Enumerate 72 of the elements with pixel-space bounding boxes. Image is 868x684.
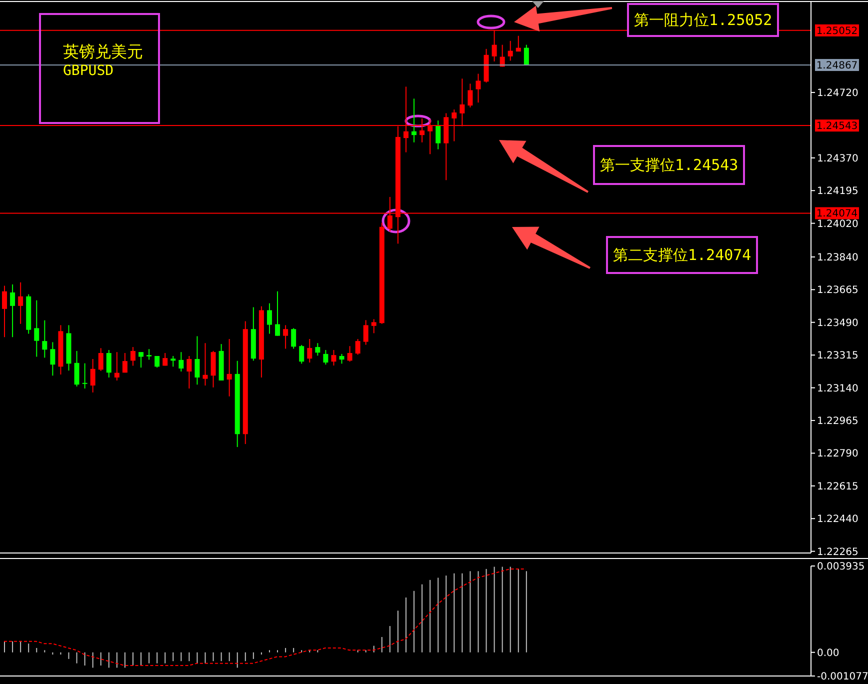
line-series bbox=[4, 568, 526, 666]
candlestick bbox=[178, 352, 184, 372]
candlestick bbox=[283, 324, 288, 350]
candlestick bbox=[355, 338, 360, 356]
ref-line-label: 1.25052 bbox=[816, 26, 858, 37]
annotation: 第一支撑位1.24543 bbox=[600, 156, 738, 174]
candlestick bbox=[339, 353, 344, 364]
candlestick bbox=[210, 350, 216, 388]
candlestick bbox=[98, 348, 104, 372]
candlestick bbox=[363, 320, 368, 346]
candlestick bbox=[524, 44, 529, 66]
candlestick bbox=[291, 328, 296, 350]
candlestick bbox=[476, 73, 481, 104]
candlestick bbox=[74, 350, 80, 387]
y-tick-label: 1.22615 bbox=[817, 481, 858, 492]
candlestick bbox=[82, 362, 88, 390]
candlestick bbox=[371, 318, 376, 334]
ref-line-label: 1.24543 bbox=[816, 121, 858, 132]
candlestick bbox=[307, 338, 312, 364]
candlestick bbox=[162, 352, 168, 366]
candlestick bbox=[106, 350, 112, 378]
candlestick bbox=[436, 120, 441, 150]
y-tick-label: 1.23140 bbox=[817, 383, 858, 394]
candlestick bbox=[299, 344, 304, 364]
candlestick bbox=[18, 282, 24, 324]
candlestick bbox=[146, 348, 152, 360]
candlestick bbox=[114, 352, 120, 381]
annotation: 第一阻力位1.25052 bbox=[634, 11, 772, 29]
candlestick bbox=[412, 98, 417, 143]
y-tick-label: 1.23490 bbox=[817, 318, 858, 329]
candlestick bbox=[468, 83, 473, 108]
candlestick bbox=[266, 302, 272, 334]
candlestick bbox=[122, 352, 128, 374]
y-tick-label: 1.24720 bbox=[817, 88, 858, 100]
candlestick bbox=[138, 352, 144, 368]
y-tick-label: 1.23840 bbox=[817, 252, 858, 264]
candlestick bbox=[170, 356, 176, 368]
y-tick-label: 1.22965 bbox=[817, 416, 858, 428]
candlestick bbox=[194, 336, 200, 386]
y-tick-label: 1.24195 bbox=[817, 186, 858, 198]
candlestick bbox=[347, 346, 352, 362]
text: GBPUSD bbox=[63, 62, 115, 80]
y-tick-label: 1.22790 bbox=[817, 448, 858, 460]
candlestick bbox=[50, 342, 56, 376]
candlestick bbox=[186, 356, 192, 390]
y-tick-label: 1.23665 bbox=[817, 285, 858, 296]
y-tick-label: 1.24370 bbox=[817, 153, 858, 164]
text: 英镑兑美元 bbox=[63, 42, 144, 62]
y-tick-label: -0.001077 bbox=[817, 672, 868, 683]
candlestick bbox=[202, 342, 208, 386]
candlestick bbox=[226, 338, 232, 397]
candlestick bbox=[34, 300, 40, 358]
ref-line-label: 1.24867 bbox=[816, 60, 858, 72]
y-tick-label: 1.24020 bbox=[817, 218, 858, 230]
candlestick bbox=[2, 285, 7, 338]
annotation: 第二支撑位1.24074 bbox=[613, 246, 752, 264]
ref-line-label: 1.24074 bbox=[816, 208, 858, 220]
candlestick bbox=[516, 35, 521, 52]
y-tick-label: 1.22440 bbox=[817, 514, 858, 526]
candlestick bbox=[331, 350, 336, 366]
candlestick bbox=[323, 350, 328, 366]
candlestick bbox=[130, 346, 136, 366]
candlestick bbox=[10, 284, 16, 338]
candlestick bbox=[508, 40, 513, 62]
candlestick bbox=[154, 356, 160, 368]
y-tick-label: 0.003935 bbox=[817, 562, 865, 573]
candlestick bbox=[315, 342, 320, 356]
candlestick bbox=[42, 320, 48, 358]
y-tick-label: 1.23315 bbox=[817, 350, 858, 362]
candlestick bbox=[90, 358, 96, 393]
y-tick-label: 1.22265 bbox=[817, 546, 858, 558]
candlestick bbox=[275, 290, 280, 336]
